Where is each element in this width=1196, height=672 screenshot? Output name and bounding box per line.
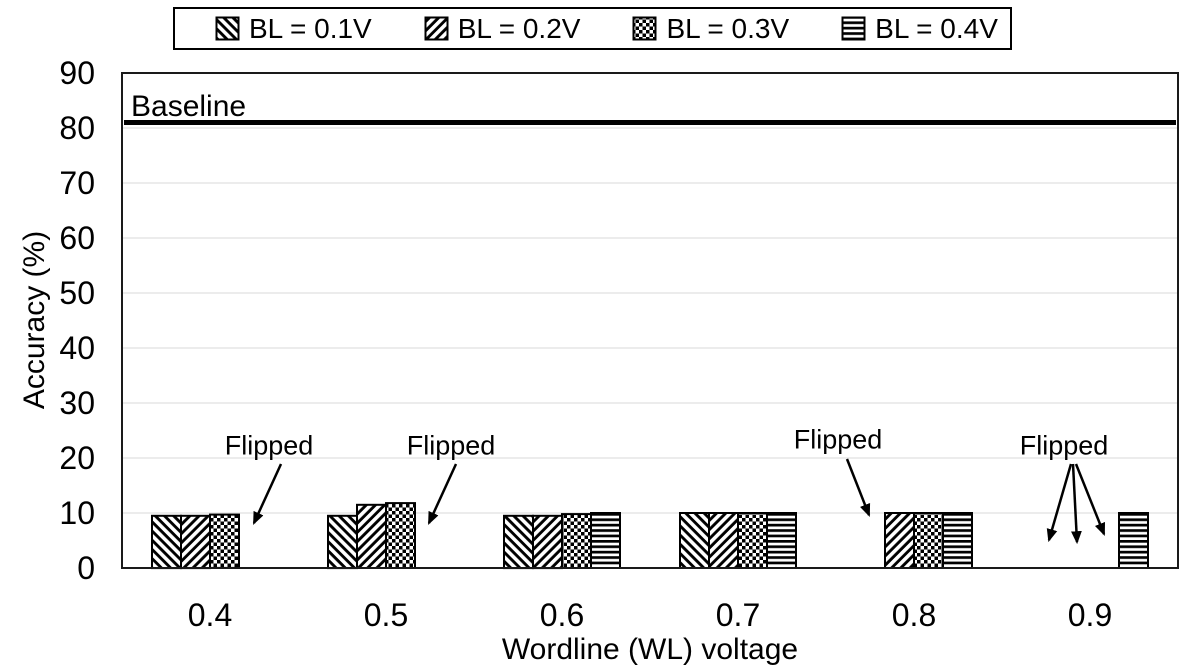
bar bbox=[913, 512, 944, 569]
legend-pattern-swatch-icon bbox=[424, 16, 449, 41]
flipped-arrow bbox=[252, 463, 283, 525]
legend-pattern-swatch-icon bbox=[632, 16, 657, 41]
legend-item-label: BL = 0.2V bbox=[457, 12, 581, 44]
flipped-arrow bbox=[845, 458, 871, 518]
bar bbox=[708, 512, 739, 569]
flipped-annotation: Flipped bbox=[1019, 430, 1109, 461]
bar bbox=[679, 512, 710, 569]
legend-item-label: BL = 0.4V bbox=[875, 12, 998, 44]
y-tick-label: 20 bbox=[59, 440, 95, 476]
y-tick-label: 90 bbox=[59, 55, 95, 91]
y-tick-label: 30 bbox=[59, 385, 95, 421]
legend-pattern-swatch-icon bbox=[841, 16, 866, 41]
chart-legend: BL = 0.1V BL = 0.2V BL = 0.3V BL = 0.4V bbox=[173, 7, 1012, 50]
flipped-arrow bbox=[427, 463, 458, 525]
y-tick-label: 10 bbox=[59, 495, 95, 531]
x-tick-label: 0.6 bbox=[539, 597, 585, 633]
legend-item: BL = 0.2V bbox=[424, 12, 581, 45]
legend-item: BL = 0.1V bbox=[215, 13, 372, 45]
x-tick-label: 0.5 bbox=[363, 597, 409, 633]
x-tick-label: 0.7 bbox=[715, 597, 761, 633]
x-tick-label: 0.8 bbox=[891, 597, 937, 633]
bar bbox=[356, 503, 387, 569]
legend-item-label: BL = 0.3V bbox=[666, 12, 790, 44]
legend-pattern-swatch-icon bbox=[215, 16, 240, 41]
x-tick-label: 0.4 bbox=[187, 597, 233, 633]
bar bbox=[209, 513, 240, 569]
x-axis-title: Wordline (WL) voltage bbox=[501, 633, 799, 666]
flipped-annotation: Flipped bbox=[793, 424, 883, 455]
y-tick-label: 70 bbox=[59, 165, 95, 201]
bar bbox=[503, 514, 534, 570]
flipped-arrow bbox=[1071, 463, 1082, 545]
bar bbox=[561, 513, 592, 569]
y-tick-label: 50 bbox=[59, 275, 95, 311]
legend-item: BL = 0.3V bbox=[632, 13, 789, 45]
bar bbox=[737, 512, 768, 569]
baseline-line bbox=[124, 120, 1176, 125]
legend-item-label: BL = 0.1V bbox=[249, 12, 372, 44]
bar bbox=[1118, 512, 1149, 569]
bar bbox=[151, 514, 182, 570]
y-tick-label: 60 bbox=[59, 220, 95, 256]
flipped-arrow bbox=[1074, 463, 1106, 537]
bar bbox=[327, 514, 358, 570]
flipped-arrow bbox=[1046, 463, 1073, 543]
x-tick-label: 0.9 bbox=[1067, 597, 1113, 633]
flipped-annotation: Flipped bbox=[406, 430, 496, 461]
bar bbox=[532, 514, 563, 570]
y-tick-label: 0 bbox=[77, 550, 95, 586]
y-axis-title: Accuracy (%) bbox=[18, 230, 51, 410]
bar bbox=[180, 514, 211, 570]
bar bbox=[942, 512, 973, 569]
y-tick-label: 40 bbox=[59, 330, 95, 366]
bar bbox=[385, 502, 416, 570]
flipped-annotation: Flipped bbox=[224, 430, 314, 461]
bar bbox=[884, 512, 915, 569]
bar bbox=[766, 512, 797, 569]
baseline-label: Baseline bbox=[131, 90, 247, 123]
legend-item: BL = 0.4V bbox=[841, 13, 998, 45]
y-tick-label: 80 bbox=[59, 110, 95, 146]
bar bbox=[590, 512, 621, 569]
